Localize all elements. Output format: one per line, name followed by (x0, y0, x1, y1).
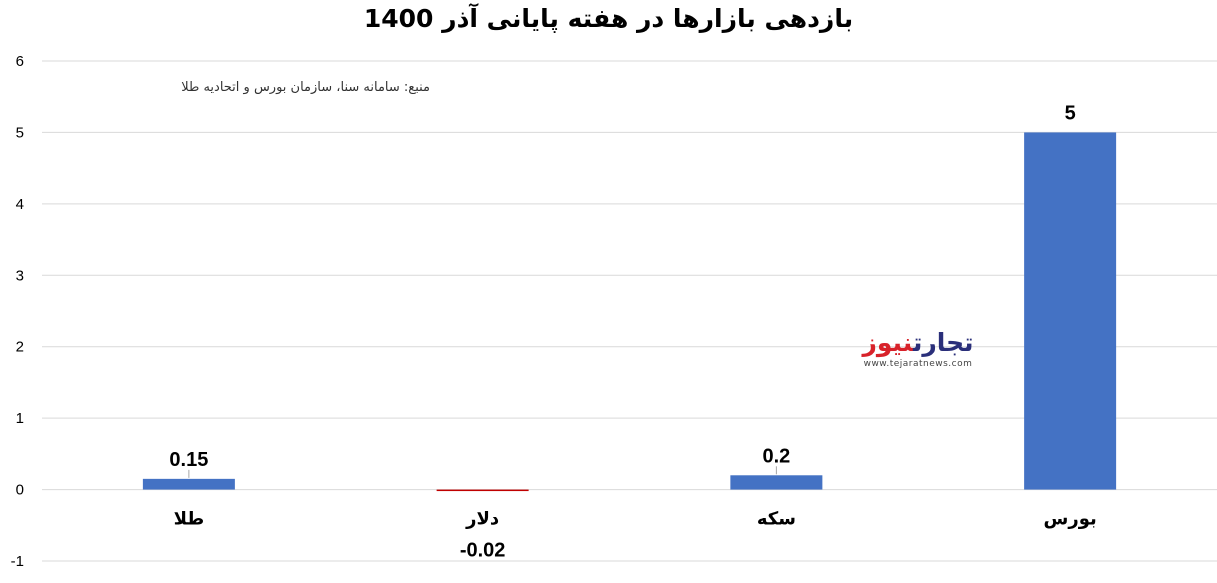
grid-lines (42, 60, 1217, 562)
y-tick-label: 2 (16, 339, 24, 356)
data-label: 0.15 (169, 449, 208, 471)
data-label: -0.02 (460, 540, 506, 562)
data-label: 5 (1065, 102, 1076, 124)
data-label: 0.2 (762, 445, 790, 467)
y-axis-ticks: -1 0 1 2 3 4 5 6 (11, 53, 24, 570)
y-tick-label: 4 (16, 196, 24, 213)
bars (142, 132, 1117, 492)
logo-url: www.tejaratnews.com (863, 359, 973, 369)
logo-word-news: نیوز (862, 328, 913, 357)
bar (142, 478, 235, 490)
y-tick-label: -1 (11, 553, 24, 570)
category-label: دلار (465, 509, 499, 530)
category-label: سکه (757, 509, 796, 530)
chart-title: بازدهی بازارها در هفته پایانی آذر 1400 (363, 4, 854, 33)
y-tick-label: 0 (16, 482, 24, 499)
category-label: طلا (174, 509, 205, 530)
logo-wordmark: تجارتنیوز (852, 328, 984, 358)
data-labels: 0.15 -0.02 0.2 5 (169, 102, 1075, 561)
y-tick-label: 5 (16, 124, 24, 141)
bar (730, 475, 823, 490)
category-labels: طلا دلار سکه بورس (174, 509, 1097, 530)
logo-word-tejarat: تجارت (912, 328, 974, 357)
y-tick-label: 6 (16, 53, 24, 70)
y-tick-label: 3 (16, 267, 24, 284)
category-label: بورس (1044, 509, 1097, 530)
watermark-logo: تجارتنیوز www.tejaratnews.com (852, 328, 984, 369)
bar (436, 489, 529, 492)
bar (1024, 132, 1117, 490)
y-tick-label: 1 (16, 410, 24, 427)
source-note: منبع: سامانه سنا، سازمان بورس و اتحادیه … (181, 80, 430, 95)
